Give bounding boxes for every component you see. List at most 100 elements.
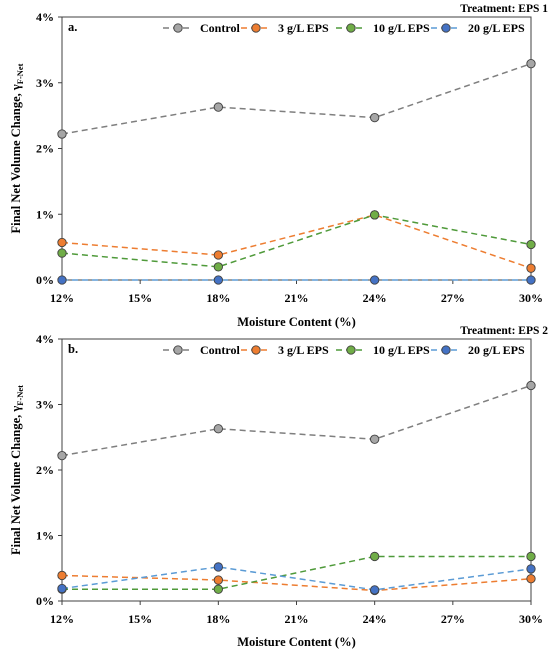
data-point: [57, 570, 67, 581]
data-point: [57, 275, 67, 285]
series-4: [57, 562, 536, 595]
data-point: [370, 585, 380, 595]
y-tick-label: 3%: [36, 76, 54, 90]
x-tick-label: 21%: [285, 612, 309, 626]
data-point: [213, 424, 223, 434]
y-axis-title-main: Final Net Volume Change, γ: [9, 406, 23, 555]
x-tick-label: 12%: [50, 291, 74, 305]
legend-marker: [346, 345, 356, 355]
series-2: [57, 210, 536, 273]
series-line: [61, 566, 532, 591]
y-axis-title: Final Net Volume Change, γF-Net: [9, 385, 25, 555]
chart-panel-2: 0% 1% 2% 3% 4% 12% 15% 18% 21% 24% 27% 30% Moisture …: [9, 325, 548, 649]
data-point: [370, 112, 380, 123]
x-tick-label: 21%: [285, 291, 309, 305]
data-point: [526, 263, 536, 273]
data-point: [370, 210, 380, 220]
y-tick-label: 4%: [36, 332, 54, 346]
y-tick-label: 0%: [36, 594, 54, 608]
series-4: [57, 275, 536, 285]
data-point: [526, 59, 536, 69]
data-point: [57, 237, 67, 248]
data-point: [213, 102, 223, 112]
x-tick-label: 27%: [441, 291, 465, 305]
series-1: [57, 59, 536, 139]
y-tick-label: 2%: [36, 142, 54, 156]
legend-label: 10 g/L EPS: [373, 21, 430, 35]
series-2: [57, 570, 536, 596]
legend-label: Control: [200, 343, 240, 357]
y-tick-label: 1%: [36, 207, 54, 221]
data-point: [213, 250, 223, 260]
legend-item: Control: [163, 343, 240, 357]
y-axis-title: Final Net Volume Change, γF-Net: [9, 63, 25, 233]
y-tick-label: 3%: [36, 398, 54, 412]
data-point: [57, 450, 67, 461]
y-tick-label: 2%: [36, 463, 54, 477]
data-point: [213, 562, 223, 572]
legend-item: 3 g/L EPS: [241, 21, 329, 35]
legend-marker: [173, 23, 183, 33]
data-point: [57, 129, 67, 139]
panel-label: b.: [68, 342, 78, 356]
data-point: [526, 574, 536, 584]
legend-item: 10 g/L EPS: [336, 343, 430, 357]
legend-label: 3 g/L EPS: [278, 343, 329, 357]
data-point: [57, 583, 67, 594]
chart-panel-1: 0% 1% 2% 3% 4% 12% 15% 18% 21% 24% 27% 30% Moisture …: [9, 3, 548, 329]
legend-item: Control: [163, 21, 240, 35]
data-point: [526, 564, 536, 574]
series-3: [57, 551, 536, 594]
data-point: [370, 275, 380, 285]
y-tick-label: 1%: [36, 529, 54, 543]
legend-marker: [346, 23, 356, 33]
data-point: [526, 239, 536, 250]
legend-marker: [441, 23, 451, 33]
x-tick-label: 27%: [441, 612, 465, 626]
data-point: [370, 551, 380, 562]
legend-marker: [251, 345, 261, 355]
x-tick-label: 30%: [519, 291, 543, 305]
legend-label: 20 g/L EPS: [468, 21, 525, 35]
data-point: [213, 584, 223, 594]
data-point: [57, 248, 67, 258]
data-point: [370, 434, 380, 444]
x-tick-label: 15%: [128, 291, 152, 305]
y-axis-title-main: Final Net Volume Change, γ: [9, 84, 23, 233]
series-line: [61, 62, 532, 135]
series-line: [61, 384, 532, 457]
legend-label: 3 g/L EPS: [278, 21, 329, 35]
series-line: [61, 574, 532, 592]
legend-marker: [441, 345, 451, 355]
y-axis-title-subscript: F-Net: [15, 385, 25, 406]
legend-item: 20 g/L EPS: [431, 21, 525, 35]
series-line: [61, 214, 532, 268]
plot-area-border: [61, 16, 532, 281]
legend-marker: [173, 345, 183, 355]
legend-item: 3 g/L EPS: [241, 343, 329, 357]
x-tick-label: 15%: [128, 612, 152, 626]
y-axis-title-subscript: F-Net: [15, 63, 25, 84]
series-3: [57, 210, 536, 272]
x-tick-label: 18%: [206, 612, 230, 626]
series-line: [61, 214, 532, 269]
data-point: [213, 575, 223, 585]
x-tick-label: 18%: [206, 291, 230, 305]
series-line: [62, 555, 531, 590]
legend-item: 20 g/L EPS: [431, 343, 525, 357]
x-axis-title: Moisture Content (%): [237, 315, 356, 329]
plot-area-border: [61, 338, 532, 602]
series-1: [57, 380, 536, 461]
legend-label: 20 g/L EPS: [468, 343, 525, 357]
legend-marker: [251, 23, 261, 33]
treatment-label: Treatment: EPS 2: [460, 325, 548, 337]
x-axis-title: Moisture Content (%): [237, 635, 356, 649]
data-point: [526, 380, 536, 391]
x-tick-label: 24%: [363, 291, 387, 305]
data-point: [213, 262, 223, 272]
x-tick-label: 12%: [50, 612, 74, 626]
treatment-label: Treatment: EPS 1: [460, 3, 548, 15]
x-tick-label: 30%: [519, 612, 543, 626]
data-point: [213, 275, 223, 285]
